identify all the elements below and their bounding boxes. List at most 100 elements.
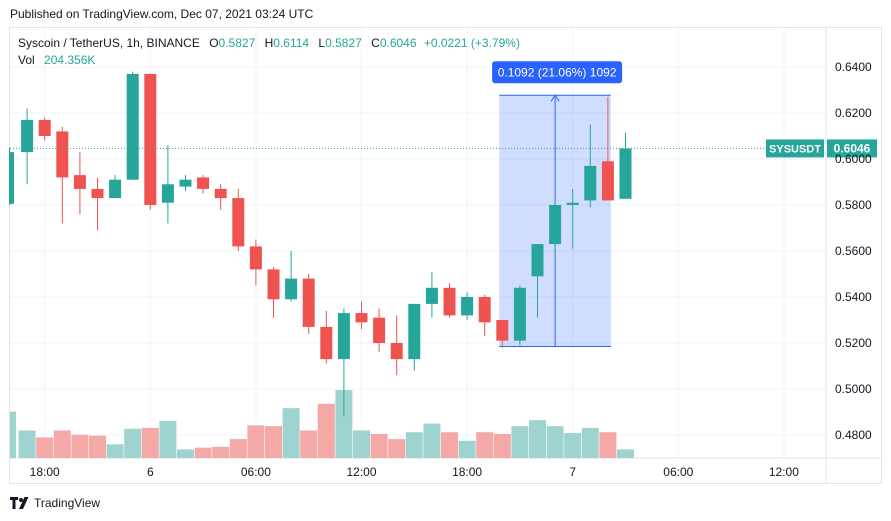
candle-body [549,205,562,245]
candle [373,308,386,353]
x-tick-label: 06:00 [241,465,271,479]
candle-body [443,287,456,316]
price-label: 0.6046 [834,141,871,155]
candle [249,239,262,286]
candle-body [619,148,632,199]
candle-body [144,73,157,206]
y-tick-label: 0.5200 [835,336,872,350]
candle [9,147,14,205]
y-tick-label: 0.4800 [835,428,872,442]
volume-bar [106,444,124,458]
candle-body [461,297,474,316]
close-value: 0.6046 [379,36,417,50]
candle-body [337,313,350,360]
candle-body [531,244,544,277]
x-tick-label: 7 [569,465,576,479]
candle [425,271,438,318]
volume-bar [405,432,423,458]
candle [443,283,456,318]
volume-bar [18,430,36,458]
footer[interactable]: TradingView [10,496,100,510]
candle [197,175,210,194]
volume-bar [53,430,71,458]
candle [161,145,174,224]
candle [461,292,474,320]
volume-bar [511,426,529,458]
volume-bar [493,433,511,458]
volume-bar [300,430,318,458]
volume-bar [423,423,441,458]
candle [126,71,139,180]
candle [337,308,350,417]
candle [355,301,368,330]
candle-body [91,188,104,199]
volume-bar [194,447,212,458]
volume-bars [10,390,634,458]
published-info: Published on TradingView.com, Dec 07, 20… [10,7,314,21]
open-value: 0.5827 [218,36,256,50]
candle-body [56,131,69,178]
change-value: +0.0221 (+3.79%) [423,36,520,50]
candle-body [10,152,14,204]
volume-bar [229,439,247,458]
candle [91,177,104,231]
low-value: 0.5827 [325,36,362,50]
y-tick-label: 0.6200 [835,106,872,120]
y-tick-label: 0.5400 [835,290,872,304]
candle-body [408,303,421,360]
grid [10,28,882,484]
volume-bar [89,435,106,458]
candle-body [214,188,227,199]
volume-bar [476,432,494,458]
candle-body [161,184,174,203]
y-tick-label: 0.5000 [835,382,872,396]
candle-body [21,119,34,153]
candle-body [126,73,139,180]
candle-body [355,313,368,323]
high-label: H [264,36,274,50]
candle [478,294,491,337]
volume-bar [141,427,159,458]
candle-body [390,343,403,360]
candle [566,188,579,249]
candle-body [566,202,579,205]
volume-bar [529,420,546,458]
price-label-box [827,139,877,158]
ticker-label: SYSUSDT [769,143,821,155]
volume-bar [458,440,476,458]
current-price-line: SYSUSDT 0.6046 [10,139,877,158]
volume-bar [581,427,599,458]
candle [302,274,315,334]
y-tick-label: 0.6000 [835,152,872,166]
volume-label: Vol [18,53,35,67]
candle-body [320,326,333,360]
volume-bar [212,446,230,458]
candle-body [73,175,86,189]
candle-body [513,287,526,341]
legend-row-ohlc: Syscoin / TetherUS, 1h, BINANCE O0.5827 … [18,35,520,52]
x-tick-label: 6 [147,465,154,479]
volume-bar [599,432,617,458]
candle-body [38,119,51,136]
measure-arrow-head [550,94,560,102]
symbol-title: Syscoin / TetherUS, 1h, BINANCE [18,36,200,50]
candle [232,188,245,251]
candle-body [584,165,597,201]
open-label: O [209,36,219,50]
volume-bar [71,434,89,458]
chart-frame [9,27,882,484]
volume-bar [159,421,177,458]
candle [109,175,122,199]
y-tick-label: 0.5800 [835,198,872,212]
candle-body [232,198,245,247]
volume-bar [247,425,265,458]
volume-bar [564,433,582,458]
candle-body [601,161,614,201]
volume-bar [177,449,194,458]
volume-bar [317,403,335,458]
candle-body [179,179,192,187]
x-tick-label: 18:00 [30,465,60,479]
candle [179,175,192,192]
candle-body [267,269,280,300]
